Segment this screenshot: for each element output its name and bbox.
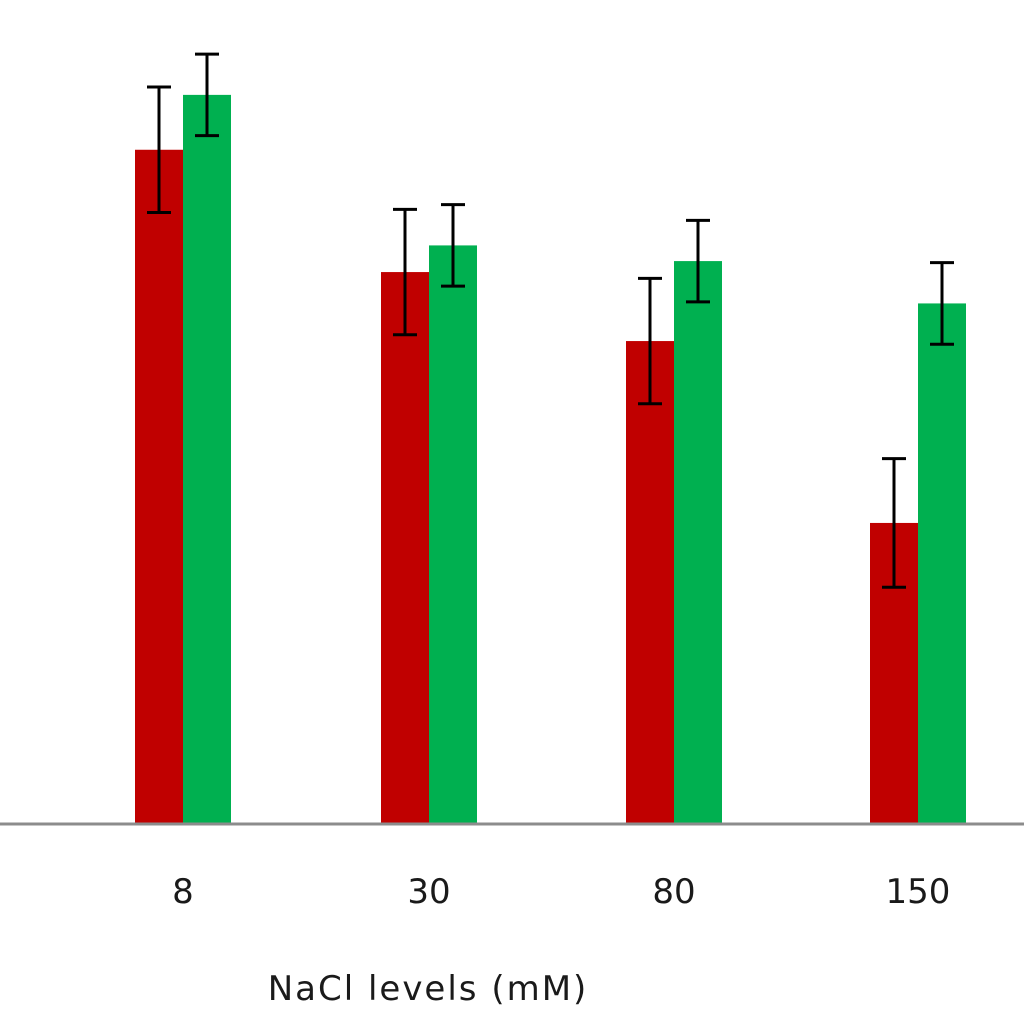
x-axis-title: NaCl levels (mM) [268, 969, 589, 1009]
bar-series1-30 [381, 272, 429, 825]
bar-series1-80 [626, 341, 674, 824]
error-bar-series1-80 [638, 276, 662, 406]
x-tick-label-30: 30 [407, 872, 450, 912]
bar-series1-8 [135, 149, 183, 824]
error-bar-series2-30 [441, 203, 465, 288]
error-bar-series1-30 [393, 207, 417, 337]
x-tick-label-150: 150 [886, 872, 951, 912]
error-bars-group [147, 52, 954, 589]
error-bar-series1-8 [147, 85, 171, 214]
x-tick-label-80: 80 [652, 872, 695, 912]
error-bar-series2-80 [686, 218, 710, 304]
bar-series2-150 [918, 303, 966, 824]
error-bar-series2-8 [195, 52, 219, 138]
error-bar-series2-150 [930, 261, 954, 346]
bar-series2-8 [183, 94, 231, 824]
x-tick-label-8: 8 [172, 872, 194, 912]
bar-series2-30 [429, 245, 477, 824]
x-tick-labels: 8 30 80 150 [172, 872, 950, 912]
error-bar-series1-150 [882, 457, 906, 589]
bars-group [135, 94, 966, 825]
bar-series2-80 [674, 261, 722, 824]
